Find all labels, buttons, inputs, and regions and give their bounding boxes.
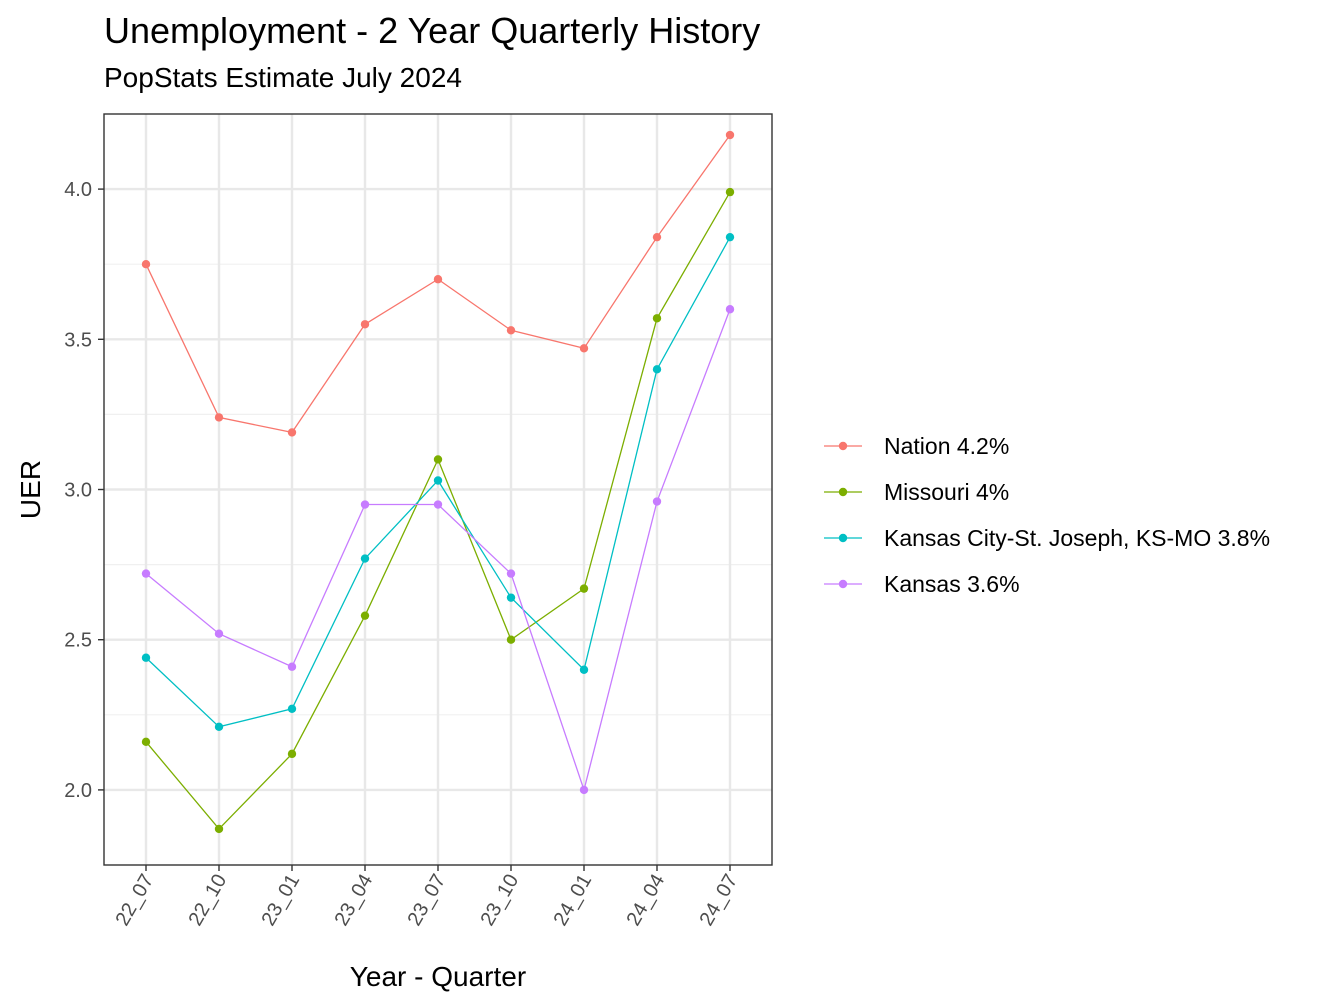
data-point: [433, 275, 443, 284]
x-tick-label: 24_07: [695, 871, 742, 930]
x-tick-label: 23_04: [330, 871, 377, 930]
legend-item: Nation 4.2%: [824, 433, 1009, 459]
x-tick-label: 23_01: [257, 871, 304, 930]
chart-subtitle: PopStats Estimate July 2024: [104, 62, 462, 93]
series-layer: [141, 130, 735, 834]
data-point: [579, 665, 589, 674]
y-axis-title: UER: [15, 460, 46, 519]
data-point: [214, 722, 224, 732]
x-tick-label: 24_01: [549, 871, 596, 930]
data-point: [360, 500, 370, 509]
data-point: [360, 554, 370, 563]
y-tick-label: 2.5: [64, 630, 92, 652]
data-point: [652, 497, 662, 506]
data-point: [725, 130, 735, 140]
data-point: [652, 365, 662, 374]
legend-label: Missouri 4%: [884, 479, 1009, 505]
data-point: [725, 187, 735, 197]
data-point: [214, 824, 224, 834]
data-point: [360, 611, 370, 620]
x-tick-label: 22_10: [184, 871, 231, 930]
x-axis: 22_07 22_10 23_01 23_04 23_07 23_10 24_01 24_04…: [111, 865, 742, 930]
data-point: [287, 704, 297, 713]
y-tick-label: 3.0: [64, 480, 92, 502]
x-tick-label: 23_07: [403, 871, 450, 930]
chart-title: Unemployment - 2 Year Quarterly History: [104, 10, 761, 51]
data-point: [579, 785, 589, 795]
y-tick-label: 2.0: [64, 780, 92, 802]
series-missouri-4: [141, 187, 735, 834]
data-point: [506, 569, 516, 578]
data-point: [725, 305, 735, 314]
data-point: [506, 593, 516, 602]
data-point: [287, 749, 297, 759]
legend-label: Nation 4.2%: [884, 433, 1009, 459]
legend-key-point: [838, 579, 848, 589]
y-tick-label: 4.0: [64, 179, 92, 201]
data-point: [433, 476, 443, 485]
data-point: [287, 662, 297, 671]
data-point: [214, 413, 224, 422]
legend-item: Missouri 4%: [824, 479, 1009, 505]
data-point: [579, 344, 589, 353]
data-point: [433, 455, 443, 464]
legend-item: Kansas City-St. Joseph, KS-MO 3.8%: [824, 525, 1270, 551]
x-tick-label: 22_07: [111, 871, 158, 930]
series-kansas-city-st-joseph-ks-mo-3-8: [141, 232, 735, 732]
data-point: [141, 260, 151, 269]
x-tick-label: 24_04: [622, 871, 669, 930]
major-gridlines: [104, 114, 772, 865]
data-point: [506, 326, 516, 335]
data-point: [725, 232, 735, 242]
y-axis: 2.0 2.5 3.0 3.5 4.0: [64, 179, 104, 802]
x-axis-title: Year - Quarter: [350, 961, 526, 992]
series-kansas-3-6: [141, 305, 735, 795]
legend-label: Kansas 3.6%: [884, 571, 1020, 597]
legend-key-point: [838, 533, 848, 543]
data-point: [652, 232, 662, 242]
legend-label: Kansas City-St. Joseph, KS-MO 3.8%: [884, 525, 1270, 551]
data-point: [141, 569, 151, 578]
data-point: [652, 314, 662, 323]
data-point: [141, 737, 151, 747]
data-point: [506, 635, 516, 644]
x-tick-label: 23_10: [476, 871, 523, 930]
data-point: [579, 584, 589, 593]
series-nation-4-2: [141, 130, 735, 437]
data-point: [360, 320, 370, 329]
y-tick-label: 3.5: [64, 329, 92, 351]
legend-key-point: [838, 441, 848, 451]
data-point: [141, 653, 151, 662]
data-point: [287, 428, 297, 437]
legend-item: Kansas 3.6%: [824, 571, 1020, 597]
legend: Nation 4.2% Missouri 4% Kansas City-St. Jo…: [824, 433, 1270, 597]
data-point: [214, 629, 224, 638]
legend-key-point: [838, 487, 848, 497]
data-point: [433, 500, 443, 509]
